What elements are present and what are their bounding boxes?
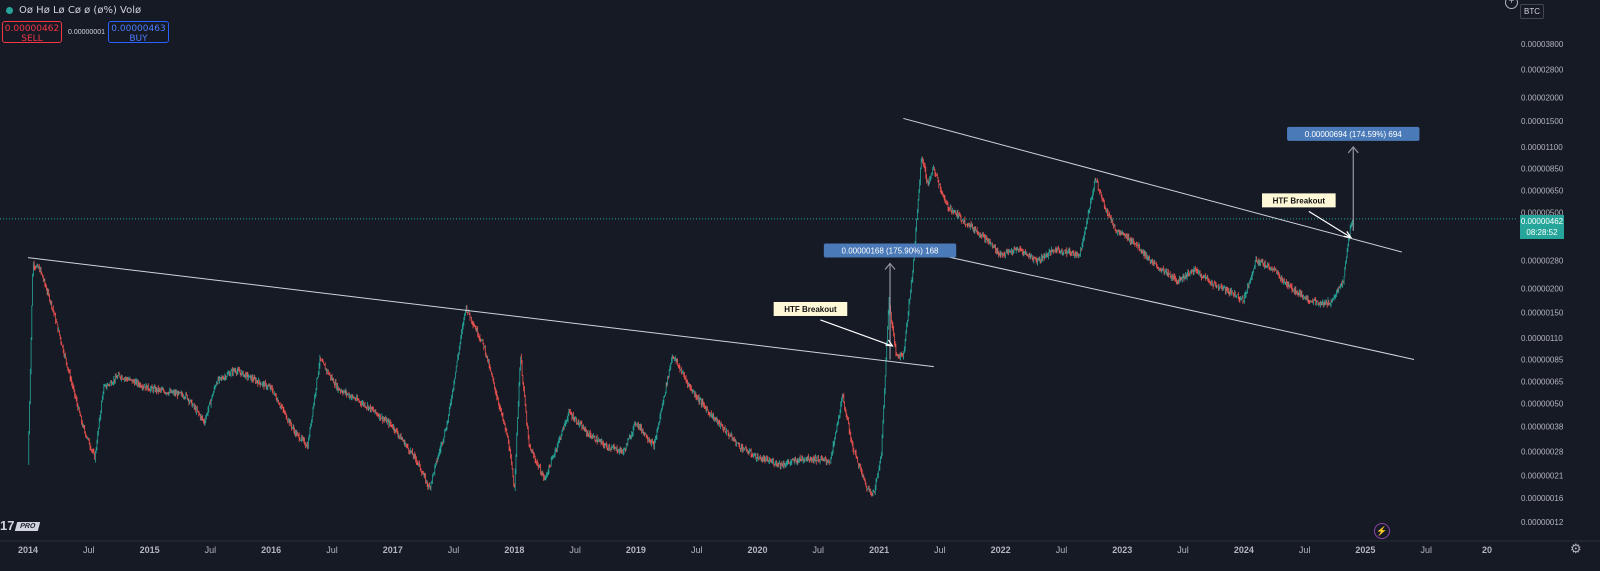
x-tick-label: Jul [1420, 545, 1432, 555]
long-term-resistance-line [27, 257, 934, 368]
measure-label-box [823, 243, 957, 258]
breakout-arrow [1308, 210, 1352, 238]
x-tick-label: 2021 [869, 545, 889, 555]
measurements[interactable]: 0.00000168 (175.90%) 168 0.00000694 (174.… [823, 126, 1420, 360]
y-tick-label: 0.00000110 [1521, 334, 1563, 343]
trendlines[interactable] [27, 117, 1415, 368]
breakout-label: HTF Breakout [784, 305, 837, 314]
y-tick-label: 0.00000280 [1521, 257, 1564, 266]
x-tick-label: Jul [691, 545, 703, 555]
sell-label: SELL [21, 34, 43, 44]
ohlc-text: Oø Hø Lø Cø ø (ø%) Volø [19, 5, 142, 16]
measure-arrowhead [884, 262, 896, 270]
status-dot-icon [6, 6, 13, 14]
x-tick-label: Jul [934, 545, 946, 555]
x-tick-label: 2019 [626, 545, 646, 555]
y-tick-label: 0.00000500 [1521, 208, 1564, 217]
buy-button[interactable]: 0.00000463 BUY [108, 21, 169, 44]
y-tick-label: 0.00000850 [1521, 164, 1564, 173]
pro-badge: PRO [15, 522, 41, 532]
y-tick-label: 0.00000650 [1521, 187, 1564, 196]
x-tick-label: 2020 [747, 545, 767, 555]
x-tick-label: Jul [1177, 545, 1189, 555]
y-tick-label: 0.00000050 [1521, 400, 1564, 409]
y-tick-label: 0.00000012 [1521, 518, 1564, 527]
x-tick-label: 2015 [140, 545, 160, 555]
x-tick-label: Jul [569, 545, 581, 555]
y-tick-label: 0.00000065 [1521, 378, 1564, 387]
x-tick-label: 2014 [18, 545, 38, 555]
current-price-badge: 0.00000462 08:28:52 [1520, 215, 1564, 239]
x-tick-label: 2016 [261, 545, 281, 555]
breakout-arrowhead [885, 339, 894, 347]
x-tick-label: 2023 [1112, 545, 1132, 555]
breakout-arrowhead [1343, 231, 1353, 239]
y-tick-label: 0.00000038 [1521, 422, 1564, 431]
x-tick-label: Jul [1056, 545, 1068, 555]
x-tick-label: Jul [205, 545, 217, 555]
y-tick-label: 0.00000016 [1521, 494, 1564, 503]
y-tick-label: 0.00000085 [1521, 355, 1564, 364]
x-tick-label: Jul [813, 545, 825, 555]
x-tick-label: 2022 [991, 545, 1011, 555]
price-axis[interactable]: 0.00003800 0.00002800 0.00002000 0.00001500… [1521, 40, 1564, 527]
channel-upper-line [903, 117, 1403, 253]
current-price-value: 0.00000462 [1520, 217, 1564, 226]
measure-label: 0.00000694 (174.59%) 694 [1305, 130, 1403, 139]
gear-icon[interactable]: ⚙ [1570, 541, 1582, 556]
y-tick-label: 0.00001500 [1521, 117, 1564, 126]
plus-icon[interactable]: + [1505, 0, 1518, 9]
y-tick-label: 0.00003800 [1521, 40, 1564, 49]
time-axis[interactable]: 2014 Jul 2015 Jul 2016 Jul 2017 Jul 2018 Jul 2019 J… [18, 545, 1492, 555]
x-tick-label: Jul [1299, 545, 1311, 555]
measure-label: 0.00000168 (175.90%) 168 [842, 247, 940, 256]
candle-series [28, 156, 1354, 497]
sell-button[interactable]: 0.00000462 SELL [2, 21, 62, 44]
logo-text: 17 [0, 518, 15, 533]
x-tick-label: 2024 [1234, 545, 1254, 555]
y-tick-label: 0.00002800 [1521, 65, 1564, 74]
x-tick-label: Jul [326, 545, 338, 555]
breakout-label-box [1262, 193, 1336, 208]
currency-label[interactable]: BTC [1520, 4, 1544, 19]
x-tick-label: Jul [448, 545, 460, 555]
measure-label-box [1287, 126, 1420, 141]
lightning-icon[interactable]: ⚡ [1374, 523, 1390, 539]
ohlc-legend: Oø Hø Lø Cø ø (ø%) Volø [6, 5, 141, 16]
y-tick-label: 0.00001100 [1521, 143, 1563, 152]
y-tick-label: 0.00000150 [1521, 308, 1564, 317]
y-tick-label: 0.00002000 [1521, 93, 1564, 102]
measure-arrowhead [1347, 145, 1359, 154]
y-tick-label: 0.00000200 [1521, 284, 1564, 293]
sell-price: 0.00000462 [4, 24, 60, 34]
x-tick-label: Jul [83, 545, 95, 555]
channel-lower-line [891, 243, 1415, 360]
breakout-label: HTF Breakout [1273, 196, 1326, 205]
x-tick-label: 2018 [504, 545, 524, 555]
buy-label: BUY [129, 34, 148, 44]
breakout-arrow [820, 319, 893, 347]
y-tick-label: 0.00000028 [1521, 448, 1564, 457]
candle-countdown: 08:28:52 [1526, 228, 1558, 237]
x-tick-label: 2017 [383, 545, 403, 555]
buy-price: 0.00000463 [111, 24, 166, 34]
spread-value: 0.00000001 [68, 29, 105, 36]
annotations[interactable]: HTF Breakout HTF Breakout [773, 193, 1353, 347]
x-tick-label: 2025 [1355, 545, 1375, 555]
tradingview-logo[interactable]: 17 PRO [0, 518, 41, 533]
y-tick-label: 0.00000021 [1521, 472, 1564, 481]
x-tick-label: 20 [1482, 545, 1492, 555]
breakout-label-box [773, 301, 848, 316]
